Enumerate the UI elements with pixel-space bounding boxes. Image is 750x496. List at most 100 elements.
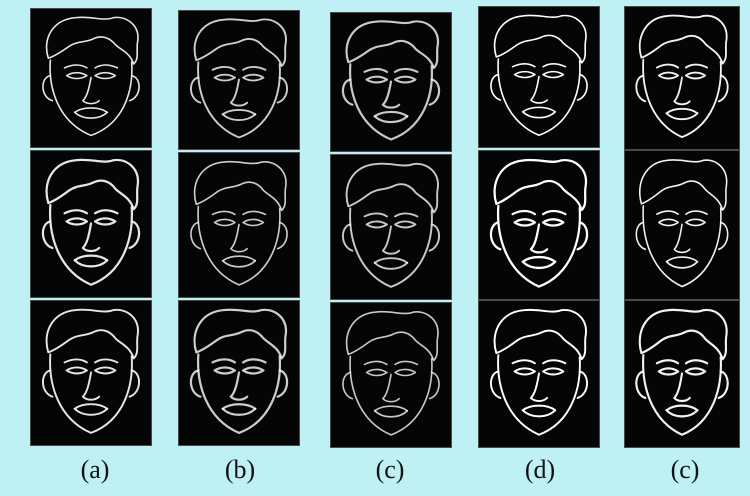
caption-c: (c) (375, 455, 405, 484)
left-ear (489, 221, 502, 251)
right-ear (276, 76, 289, 104)
hair-edge (639, 159, 728, 211)
nose (673, 76, 691, 106)
lower-lip (665, 260, 699, 269)
face-edge-drawing (635, 159, 729, 288)
face-edge-drawing (41, 308, 141, 434)
face-tile-r2-c1 (30, 150, 152, 298)
left-ear (635, 370, 647, 400)
face-outline (642, 205, 722, 288)
right-brow (241, 358, 267, 364)
left-brow (63, 358, 88, 364)
right-eye (242, 218, 265, 227)
left-eye (213, 73, 236, 82)
right-eye (394, 220, 417, 229)
right-brow (684, 63, 709, 69)
left-ear (41, 220, 54, 250)
nose (81, 371, 101, 401)
face-edge-drawing (489, 158, 589, 288)
right-eye (93, 217, 117, 226)
face-outline (348, 63, 434, 141)
right-ear (717, 74, 729, 103)
face-tile-r2-c4 (478, 150, 600, 300)
nose (381, 225, 401, 255)
left-ear (341, 78, 354, 106)
right-ear (128, 369, 141, 398)
face-tile-r1-c4 (478, 6, 600, 148)
left-brow (63, 64, 88, 69)
face-tile-r3-c1 (30, 300, 152, 446)
left-brow (511, 359, 536, 365)
upper-lip (521, 404, 557, 412)
right-brow (684, 359, 709, 365)
left-brow (511, 209, 537, 216)
right-eye (684, 71, 707, 80)
right-eye (542, 70, 565, 79)
upper-lip (73, 254, 109, 262)
caption-b: (b) (224, 455, 256, 484)
lower-lip (373, 409, 409, 418)
upper-lip (73, 403, 109, 410)
face-outline (196, 353, 282, 435)
nose (382, 373, 400, 403)
face-edge-drawing (341, 162, 441, 288)
left-eye (65, 366, 88, 375)
right-brow (93, 209, 119, 215)
hair-edge (493, 14, 587, 64)
lower-lip (665, 112, 699, 121)
right-brow (685, 210, 708, 215)
upper-lip (221, 109, 257, 116)
caption-c-2: (c) (670, 455, 700, 484)
right-eye (393, 75, 417, 84)
left-eye (657, 71, 680, 80)
lower-lip (73, 407, 109, 416)
right-ear (576, 221, 589, 251)
face-tile-r2-c2 (178, 152, 300, 298)
face-edge-drawing (189, 18, 289, 139)
left-eye (513, 218, 537, 227)
upper-lip (373, 257, 409, 264)
hair-edge (345, 20, 439, 70)
right-ear (128, 74, 140, 102)
upper-lip (521, 106, 557, 113)
right-brow (393, 67, 419, 73)
face-outline (496, 204, 582, 288)
right-brow (542, 359, 567, 365)
face-tile-r3-c2 (178, 300, 300, 446)
face-outline (497, 58, 581, 137)
right-ear (717, 370, 729, 400)
hair-edge (45, 308, 139, 360)
hair-edge (193, 18, 287, 67)
left-brow (211, 358, 237, 364)
right-eye (94, 366, 117, 375)
nose (673, 372, 691, 403)
face-edge-drawing (189, 308, 289, 435)
upper-lip (73, 107, 109, 114)
face-edge-drawing (41, 158, 141, 286)
right-eye (542, 367, 565, 376)
left-ear (342, 371, 354, 400)
left-eye (657, 367, 680, 376)
left-ear (490, 73, 502, 101)
left-ear (635, 74, 647, 103)
lower-lip (373, 261, 409, 270)
face-tile-r2-c3 (330, 154, 452, 300)
face-tile-r3-c3 (330, 302, 452, 448)
lower-lip (665, 409, 699, 418)
hair-edge (638, 308, 728, 361)
left-brow (656, 210, 679, 215)
left-eye (513, 70, 536, 79)
hair-edge (345, 162, 439, 214)
right-eye (242, 73, 265, 82)
right-brow (94, 64, 119, 69)
face-tile-r1-c3 (330, 12, 452, 152)
left-ear (42, 74, 54, 102)
face-edge-drawing (341, 20, 441, 141)
left-brow (363, 360, 388, 366)
face-tile-r1-c1 (30, 8, 152, 148)
nose (229, 371, 249, 401)
face-outline (349, 207, 433, 288)
face-tile-r2-c5 (624, 150, 740, 300)
left-ear (341, 223, 354, 252)
